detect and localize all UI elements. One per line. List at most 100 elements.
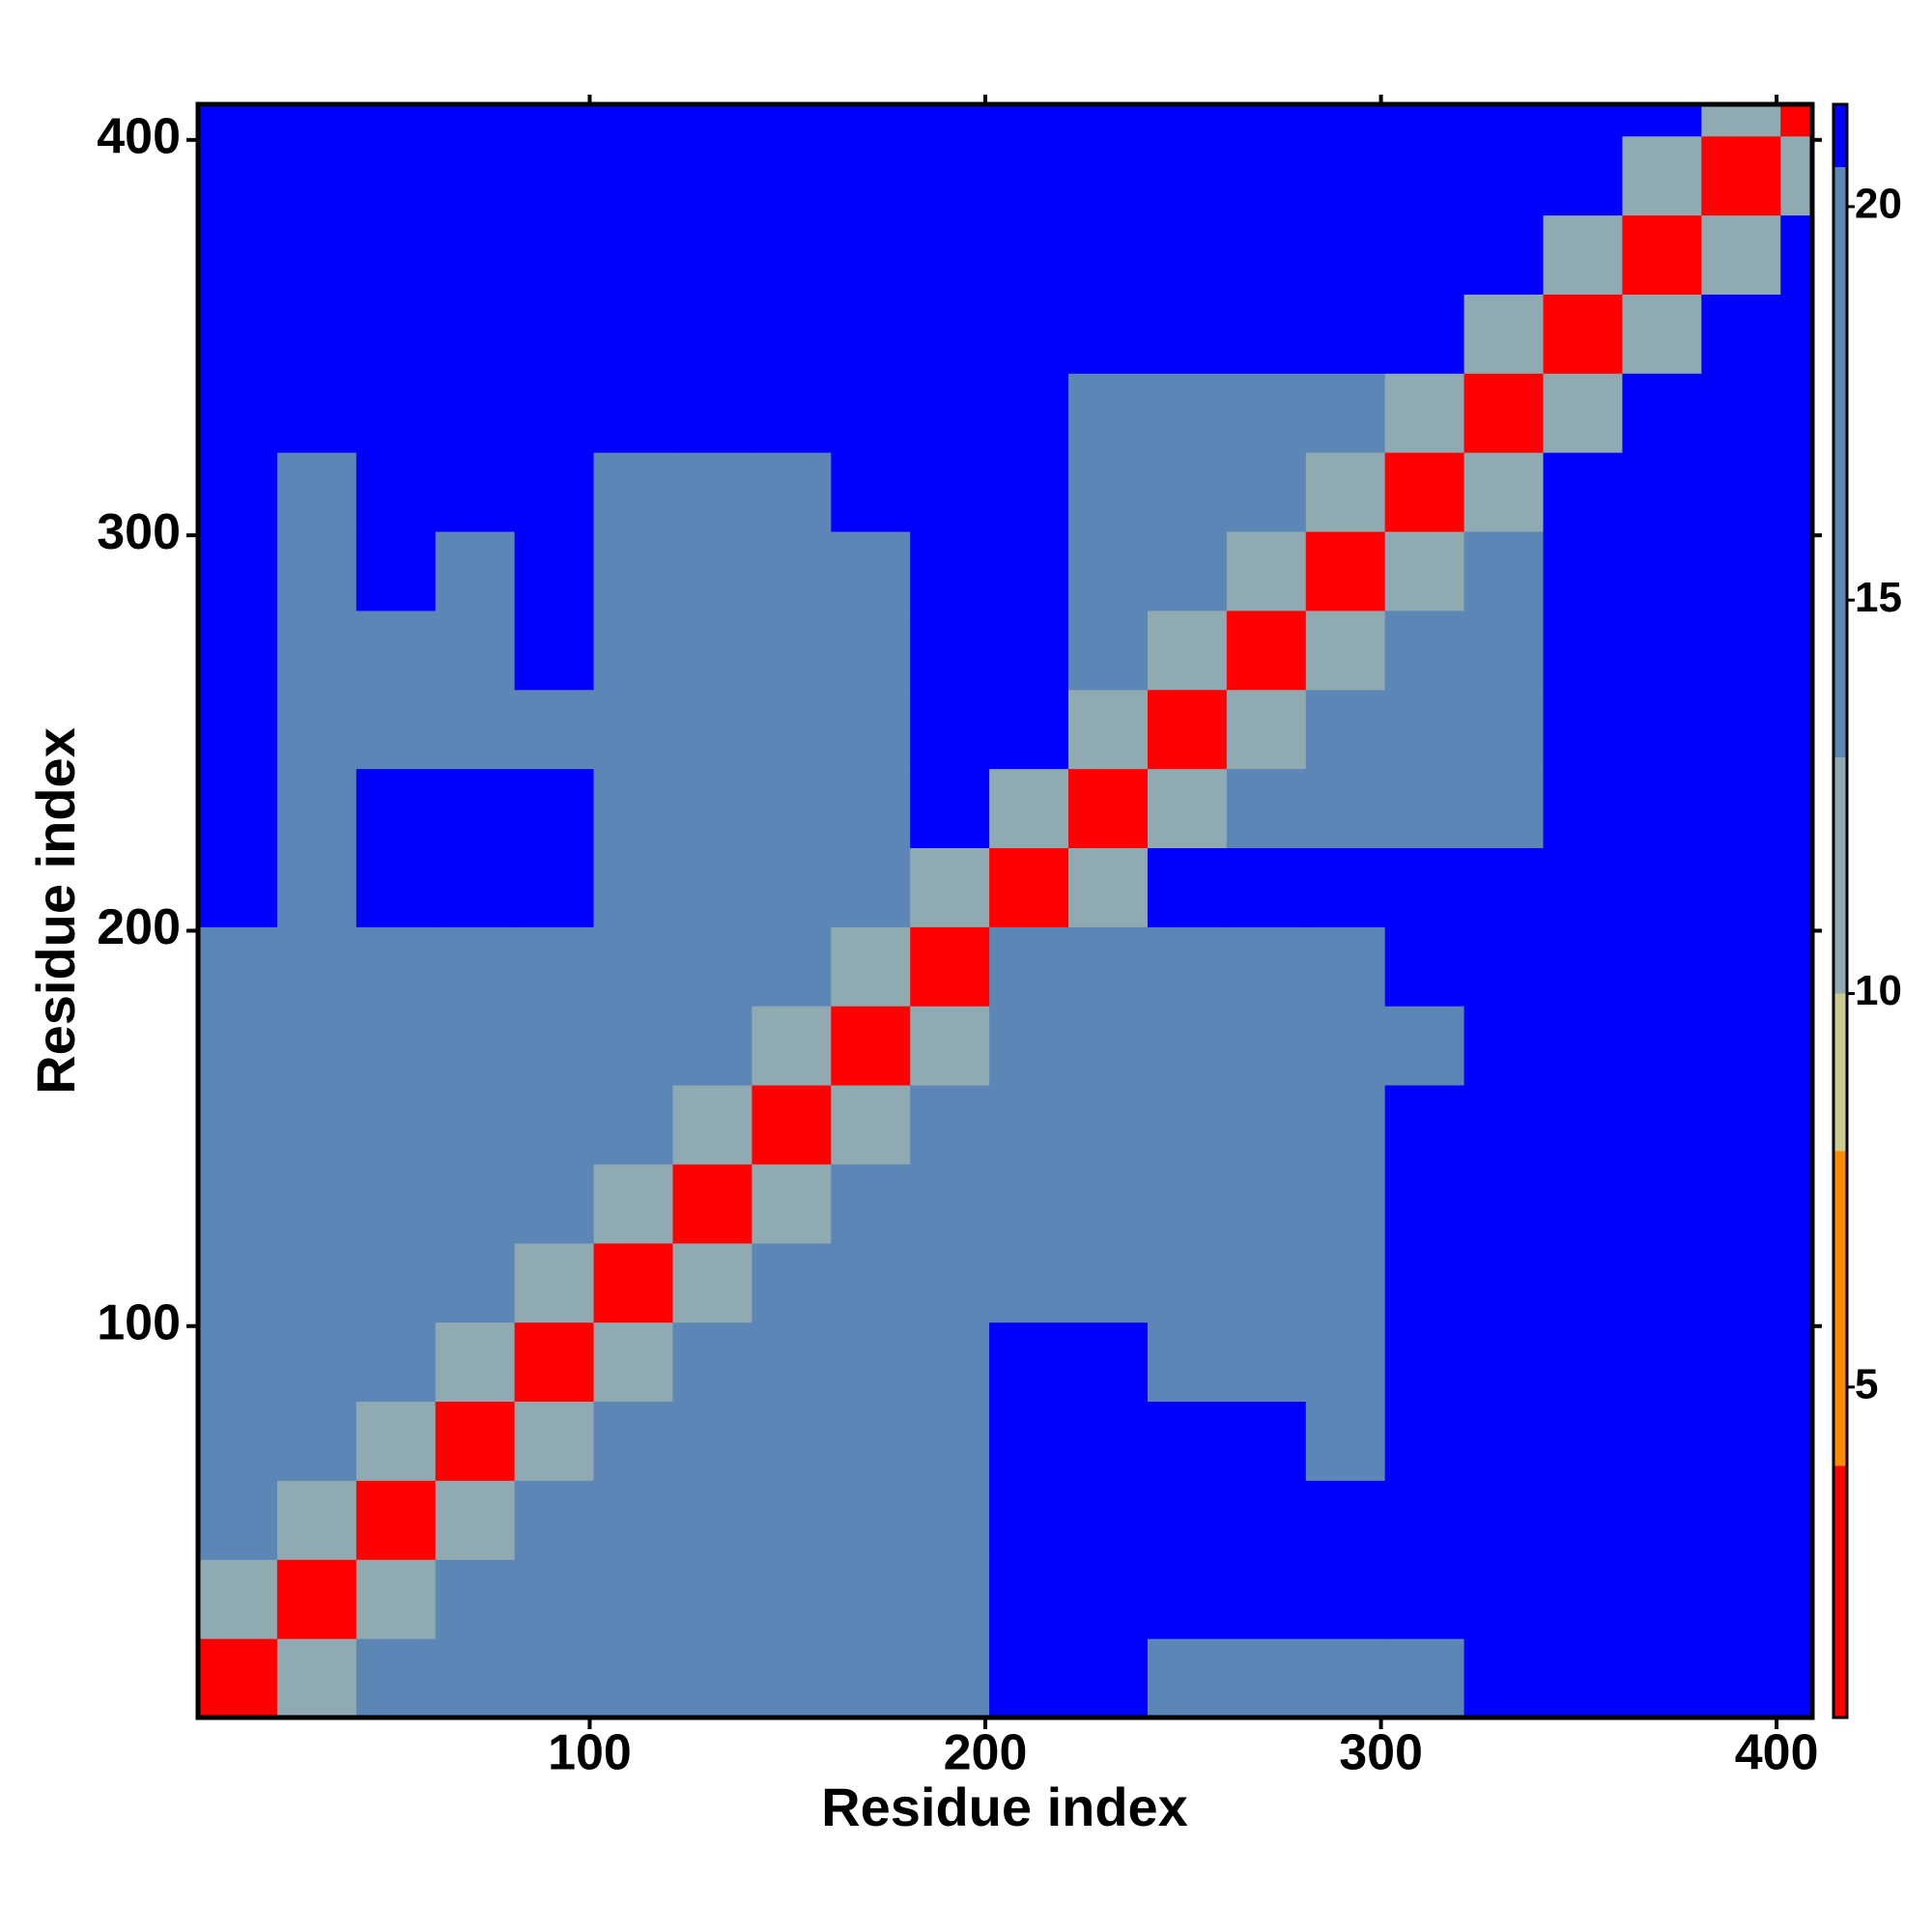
heatmap-cell xyxy=(276,373,357,453)
heatmap-cell xyxy=(1147,1242,1228,1323)
heatmap-cell xyxy=(1463,1163,1544,1244)
heatmap-cell xyxy=(1305,294,1386,374)
heatmap-cell xyxy=(831,1085,911,1165)
heatmap-cell xyxy=(831,531,911,611)
heatmap-cell xyxy=(1701,1085,1781,1165)
heatmap-cell xyxy=(276,1321,357,1403)
heatmap-cell xyxy=(1226,1638,1307,1719)
heatmap-cell xyxy=(1622,768,1702,849)
colorbar-frame xyxy=(1832,102,1849,1719)
heatmap-cell xyxy=(1622,689,1702,770)
heatmap-cell xyxy=(276,610,357,691)
heatmap-cell xyxy=(1305,1401,1386,1481)
colorbar-segment xyxy=(1833,104,1847,168)
colorbar-segment xyxy=(1833,993,1847,1151)
heatmap-cell xyxy=(355,531,437,611)
heatmap-cell xyxy=(1384,531,1465,611)
heatmap-cell xyxy=(1622,1559,1702,1639)
heatmap-cell xyxy=(1463,452,1544,532)
heatmap-cell xyxy=(1068,531,1149,611)
heatmap-cell xyxy=(1068,135,1149,216)
heatmap-cell xyxy=(910,610,990,691)
heatmap-cell xyxy=(276,135,357,216)
colorbar-segment xyxy=(1833,757,1847,994)
heatmap-cell xyxy=(1543,1559,1623,1639)
x-tick-label: 100 xyxy=(548,1725,632,1781)
heatmap-cell xyxy=(514,689,595,770)
heatmap-cell xyxy=(1226,135,1307,216)
heatmap-cell xyxy=(1147,452,1228,532)
heatmap-cell xyxy=(1701,1401,1781,1481)
heatmap-cell xyxy=(989,1638,1069,1719)
heatmap-cell xyxy=(1780,689,1813,770)
heatmap-cell xyxy=(1622,1242,1702,1323)
heatmap-cell xyxy=(355,1638,437,1719)
colorbar-tick-label: 10 xyxy=(1855,967,1902,1014)
heatmap-cell xyxy=(514,847,595,927)
heatmap-cell xyxy=(1384,1321,1465,1403)
heatmap-cell xyxy=(1068,1559,1149,1639)
heatmap-cell xyxy=(435,452,516,532)
heatmap-cell xyxy=(1384,1242,1465,1323)
heatmap-cell xyxy=(1543,294,1623,374)
heatmap-cell xyxy=(989,531,1069,611)
heatmap-cell xyxy=(989,373,1069,453)
heatmap-cell xyxy=(752,1085,832,1165)
colorbar-segment xyxy=(1833,1465,1847,1718)
heatmap-cell xyxy=(276,452,357,532)
heatmap-cell xyxy=(1543,373,1623,453)
heatmap-cell xyxy=(1147,104,1228,137)
colorbar-tick-label: 5 xyxy=(1855,1360,1878,1407)
heatmap-cell xyxy=(1463,1480,1544,1560)
heatmap-cell xyxy=(198,135,278,216)
heatmap-cell xyxy=(198,104,278,137)
heatmap-cell xyxy=(910,214,990,295)
heatmap-cell xyxy=(1780,1480,1813,1560)
heatmap-cell xyxy=(593,1242,673,1323)
heatmap-cell xyxy=(1701,104,1781,137)
heatmap-cell xyxy=(435,1638,516,1719)
heatmap-cell xyxy=(435,926,516,1007)
heatmap-cell xyxy=(1147,135,1228,216)
x-axis-label: Residue index xyxy=(821,1776,1188,1837)
heatmap-cell xyxy=(276,1638,357,1719)
heatmap-cell xyxy=(1226,926,1307,1007)
heatmap-cell xyxy=(1068,1638,1149,1719)
heatmap-cell xyxy=(672,531,753,611)
heatmap-cell xyxy=(1463,847,1544,927)
heatmap-cell xyxy=(593,104,673,137)
heatmap-cell xyxy=(276,1163,357,1244)
heatmap-cell xyxy=(1543,531,1623,611)
heatmap-cell xyxy=(989,452,1069,532)
heatmap-cell xyxy=(355,1085,437,1165)
heatmap-cell xyxy=(1622,294,1702,374)
heatmap-cell xyxy=(1384,294,1465,374)
heatmap-cell xyxy=(514,452,595,532)
heatmap-cell xyxy=(1780,1006,1813,1086)
heatmap-cell xyxy=(1463,1006,1544,1086)
heatmap-cell xyxy=(1622,135,1702,216)
heatmap-cell xyxy=(355,104,437,137)
heatmap-cell xyxy=(355,373,437,453)
heatmap-cell xyxy=(910,452,990,532)
heatmap-cell xyxy=(672,104,753,137)
heatmap-cell xyxy=(910,847,990,927)
heatmap-cell xyxy=(1226,1163,1307,1244)
heatmap-cell xyxy=(1226,1321,1307,1403)
heatmap-cell xyxy=(910,1321,990,1403)
heatmap-cell xyxy=(1543,926,1623,1007)
heatmap-cell xyxy=(1622,104,1702,137)
heatmap-cell xyxy=(276,1242,357,1323)
heatmap-cell xyxy=(514,926,595,1007)
heatmap-cell xyxy=(198,531,278,611)
heatmap-cell xyxy=(276,689,357,770)
heatmap-cell xyxy=(1622,610,1702,691)
heatmap-cell xyxy=(1068,1480,1149,1560)
heatmap-cell xyxy=(1226,847,1307,927)
heatmap-cell xyxy=(198,1085,278,1165)
heatmap-cell xyxy=(831,1559,911,1639)
heatmap-cell xyxy=(1463,1085,1544,1165)
heatmap-cell xyxy=(831,1163,911,1244)
heatmap-cell xyxy=(989,610,1069,691)
heatmap-cell xyxy=(752,1638,832,1719)
